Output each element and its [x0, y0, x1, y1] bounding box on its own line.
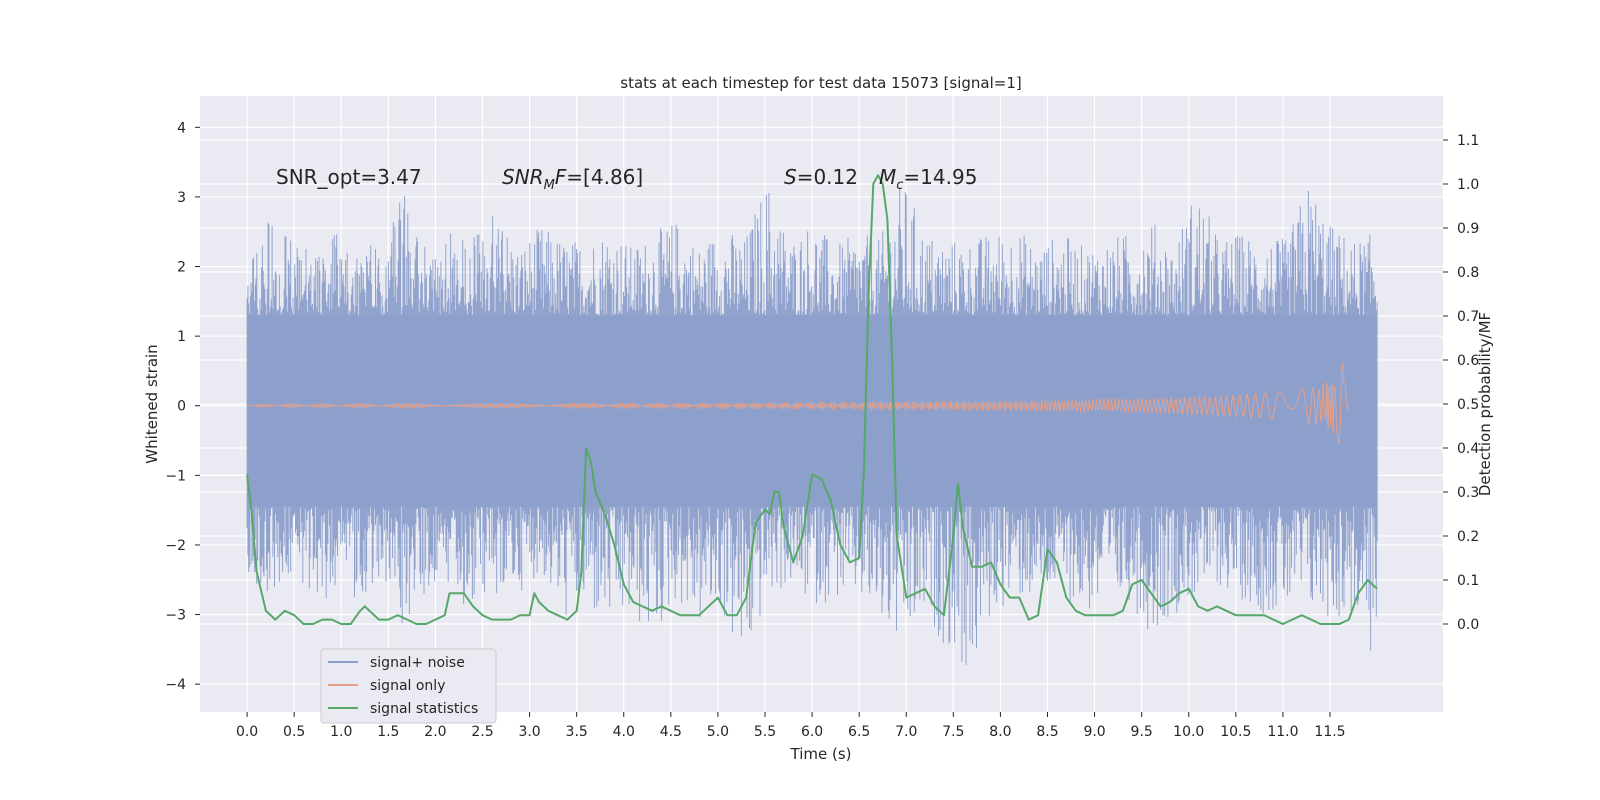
- y-right-tick-label: 0.2: [1457, 529, 1479, 545]
- y-left-tick-label: −1: [165, 468, 186, 484]
- y-axis-label-left: Whitened strain: [143, 344, 161, 463]
- legend-label-signal-statistics: signal statistics: [370, 701, 478, 717]
- y-right-tick-label: 0.1: [1457, 573, 1479, 589]
- x-tick-label: 4.5: [660, 724, 682, 740]
- signal-only-trace: [246, 363, 1350, 445]
- x-tick-label: 0.5: [283, 724, 305, 740]
- y-right-tick-label: 0.3: [1457, 485, 1479, 501]
- x-tick-label: 11.0: [1267, 724, 1298, 740]
- y-left-tick-label: 1: [177, 329, 186, 345]
- x-tick-label: 10.0: [1173, 724, 1204, 740]
- x-tick-label: 3.5: [566, 724, 588, 740]
- signal-statistics-line: [246, 174, 1378, 625]
- x-tick-label: 2.5: [471, 724, 493, 740]
- x-tick-label: 10.5: [1220, 724, 1251, 740]
- legend-label-signal-only: signal only: [370, 678, 445, 694]
- x-tick-label: 4.0: [613, 724, 635, 740]
- x-tick-label: 2.0: [424, 724, 446, 740]
- y-right-tick-label: 0.0: [1457, 617, 1479, 633]
- y-left-tick-label: 2: [177, 260, 186, 276]
- y-left-tick-label: 4: [177, 120, 186, 136]
- y-right-tick-label: 0.9: [1457, 221, 1479, 237]
- annotation-snr-mf: SNRMF=[4.86]: [502, 165, 643, 193]
- y-left-tick-label: −4: [165, 677, 186, 693]
- y-left-tick-label: −2: [165, 538, 186, 554]
- y-right-tick-label: 0.8: [1457, 265, 1479, 281]
- annotation-mc: Mc=14.95: [879, 165, 977, 193]
- x-tick-label: 8.0: [989, 724, 1011, 740]
- x-tick-label: 8.5: [1036, 724, 1058, 740]
- x-tick-label: 6.0: [801, 724, 823, 740]
- series-signal-statistics: [246, 174, 1378, 625]
- x-tick-label: 0.0: [236, 724, 258, 740]
- y-right-tick-label: 0.5: [1457, 397, 1479, 413]
- y-right-tick-label: 1.1: [1457, 133, 1479, 149]
- x-tick-label: 6.5: [848, 724, 870, 740]
- annotation-s: S=0.12: [784, 165, 858, 189]
- x-tick-label: 1.0: [330, 724, 352, 740]
- y-left-tick-label: 3: [177, 190, 186, 206]
- x-tick-label: 5.5: [754, 724, 776, 740]
- x-axis-label: Time (s): [790, 745, 852, 763]
- y-right-tick-label: 1.0: [1457, 177, 1479, 193]
- legend: signal+ noise signal only signal statist…: [320, 648, 497, 724]
- x-tick-label: 1.5: [377, 724, 399, 740]
- annotation-snr-opt: SNR_opt=3.47: [276, 165, 422, 189]
- x-tick-label: 11.5: [1314, 724, 1345, 740]
- x-tick-label: 7.0: [895, 724, 917, 740]
- x-tick-label: 5.0: [707, 724, 729, 740]
- legend-box: [320, 648, 497, 724]
- x-tick-label: 9.0: [1083, 724, 1105, 740]
- x-tick-label: 3.0: [518, 724, 540, 740]
- ticks: 0.0 0.5 1.0 1.5 2.0 2.5 3.0 3.5 4.0 4.5 5.0 5.5 6.0 6…: [165, 120, 1479, 740]
- y-right-tick-label: 0.4: [1457, 441, 1479, 457]
- y-left-tick-label: −3: [165, 608, 186, 624]
- y-left-tick-label: 0: [177, 399, 186, 415]
- y-right-tick-label: 0.6: [1457, 353, 1479, 369]
- chart-title: stats at each timestep for test data 150…: [620, 74, 1021, 92]
- y-axis-label-right: Detection probability/MF: [1476, 312, 1494, 496]
- series-signal-only: [246, 363, 1350, 445]
- x-tick-label: 9.5: [1131, 724, 1153, 740]
- x-tick-label: 7.5: [942, 724, 964, 740]
- y-right-tick-label: 0.7: [1457, 309, 1479, 325]
- legend-label-signal-plus-noise: signal+ noise: [370, 655, 465, 671]
